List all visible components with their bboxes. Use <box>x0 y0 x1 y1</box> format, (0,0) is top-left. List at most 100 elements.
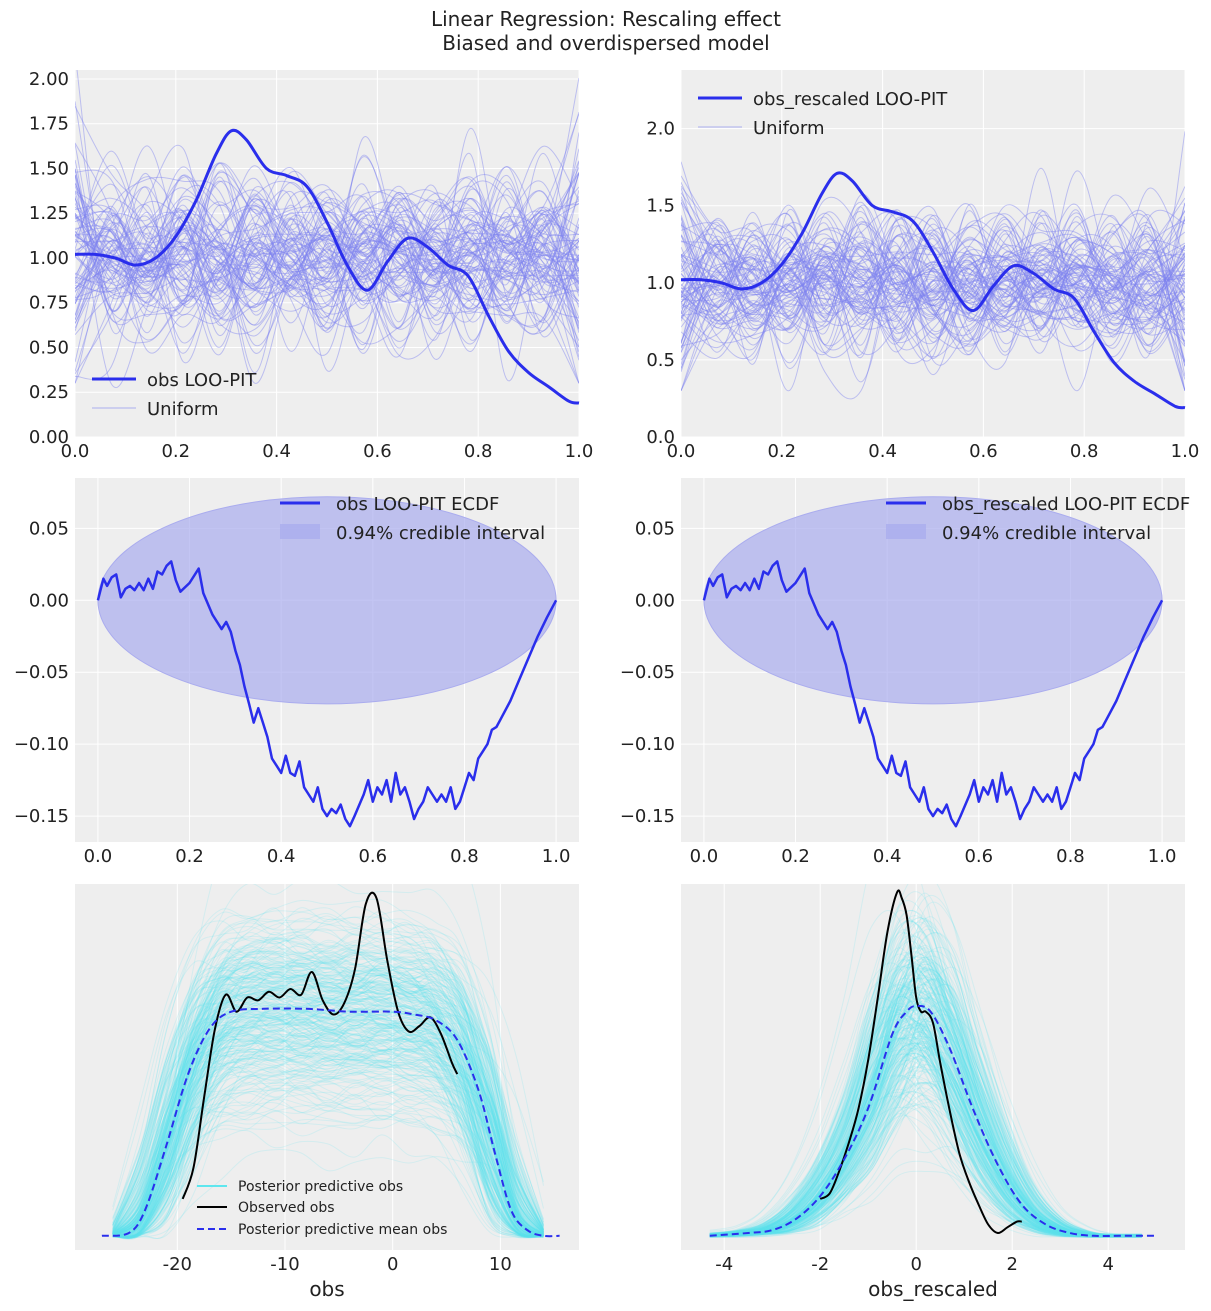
posterior-predictive-line <box>112 954 544 1235</box>
uniform-sample-line <box>681 258 1185 359</box>
posterior-predictive-line <box>709 970 1142 1237</box>
loo-pit-obs-panel: 0.0 0.2 0.4 0.6 0.8 1.0 0.00 0.25 0.50 0.75 1.00 1.… <box>29 69 594 462</box>
posterior-predictive-line <box>112 964 544 1236</box>
uniform-sample-line <box>681 249 1185 331</box>
posterior-predictive-line <box>112 1014 544 1239</box>
uniform-sample-line <box>681 216 1185 338</box>
x-tick-label: 0.6 <box>964 846 993 867</box>
posterior-predictive-line <box>709 975 1142 1236</box>
posterior-predictive-line <box>112 969 544 1239</box>
uniform-sample-line <box>75 160 579 289</box>
y-tick-label: 0.0 <box>646 427 675 448</box>
x-tick-label: 2 <box>1006 1254 1017 1275</box>
posterior-predictive-line <box>112 1011 544 1237</box>
posterior-predictive-line <box>709 1095 1142 1238</box>
x-tick-label: 0.8 <box>1056 846 1085 867</box>
posterior-predictive-line <box>709 998 1142 1237</box>
uniform-sample-line <box>75 165 579 384</box>
x-tick-label: 0 <box>910 1254 921 1275</box>
uniform-sample-line <box>75 170 579 372</box>
posterior-predictive-line <box>709 1106 1142 1238</box>
uniform-sample-line <box>681 240 1185 328</box>
posterior-predictive-line <box>112 1081 544 1237</box>
posterior-predictive-line <box>709 1003 1142 1237</box>
x-tick-label: 1.0 <box>565 441 594 462</box>
posterior-predictive-line <box>112 943 544 1236</box>
x-tick-label: 0.0 <box>690 846 719 867</box>
x-tick-label: 0.4 <box>267 846 296 867</box>
posterior-predictive-line <box>112 1024 544 1238</box>
uniform-sample-line <box>681 209 1185 336</box>
posterior-predictive-line <box>112 1055 544 1238</box>
posterior-predictive-line <box>709 1053 1142 1237</box>
posterior-predictive-line <box>112 1022 544 1237</box>
posterior-predictive-line <box>112 961 544 1237</box>
posterior-predictive-line <box>709 952 1142 1236</box>
posterior-predictive-line <box>709 1015 1142 1237</box>
uniform-sample-line <box>681 237 1185 343</box>
posterior-predictive-line <box>112 976 544 1238</box>
x-axis-label: obs <box>309 1277 344 1301</box>
posterior-predictive-line <box>112 1016 544 1238</box>
posterior-predictive-line <box>112 1035 544 1237</box>
posterior-predictive-line <box>112 950 544 1235</box>
posterior-predictive-line <box>112 1049 544 1239</box>
uniform-sample-line <box>75 180 579 384</box>
posterior-predictive-line <box>112 976 544 1238</box>
y-tick-label: 2.00 <box>29 69 69 90</box>
y-tick-label: 0.05 <box>635 518 675 539</box>
posterior-predictive-line <box>709 1049 1142 1237</box>
uniform-sample-line <box>681 248 1185 342</box>
posterior-predictive-line <box>709 1098 1142 1238</box>
posterior-predictive-line <box>112 993 544 1237</box>
posterior-predictive-line <box>709 1002 1142 1237</box>
posterior-predictive-line <box>112 1052 544 1239</box>
uniform-sample-line <box>75 210 579 356</box>
posterior-predictive-line <box>112 962 544 1239</box>
posterior-predictive-line <box>112 1000 544 1237</box>
uniform-sample-line <box>681 199 1185 322</box>
posterior-predictive-line <box>112 975 544 1236</box>
posterior-predictive-line <box>112 941 544 1238</box>
legend-swatch-credible-interval <box>886 524 926 539</box>
posterior-predictive-line <box>112 990 544 1238</box>
posterior-predictive-line <box>112 985 544 1237</box>
legend-label: Posterior predictive mean obs <box>238 1222 447 1238</box>
posterior-predictive-line <box>112 1033 544 1237</box>
posterior-predictive-line <box>709 960 1142 1236</box>
posterior-predictive-line <box>709 989 1142 1237</box>
uniform-sample-line <box>681 211 1185 352</box>
posterior-predictive-line <box>709 1055 1142 1238</box>
posterior-predictive-line <box>112 1030 544 1238</box>
legend-label: obs_rescaled LOO-PIT <box>753 89 948 110</box>
posterior-predictive-line <box>709 1004 1142 1237</box>
posterior-predictive-line <box>709 928 1142 1236</box>
posterior-predictive-line <box>709 1043 1142 1237</box>
x-tick-label: 0.0 <box>667 441 696 462</box>
posterior-predictive-line <box>709 1077 1142 1238</box>
posterior-predictive-line <box>112 1015 544 1237</box>
posterior-predictive-line <box>709 1035 1142 1238</box>
uniform-sample-line <box>681 212 1185 391</box>
legend-label: 0.94% credible interval <box>942 523 1151 544</box>
posterior-predictive-line <box>112 1063 544 1237</box>
posterior-predictive-line <box>709 1001 1142 1237</box>
posterior-predictive-line <box>112 976 544 1237</box>
uniform-sample-line <box>75 195 579 299</box>
posterior-predictive-line <box>112 1065 544 1238</box>
uniform-sample-line <box>681 194 1185 339</box>
posterior-predictive-line <box>112 1094 544 1238</box>
posterior-predictive-line <box>112 1006 544 1237</box>
posterior-predictive-line <box>112 1033 544 1237</box>
posterior-predictive-line <box>112 973 544 1237</box>
figure-title-line-1: Linear Regression: Rescaling effect <box>431 7 781 31</box>
posterior-predictive-line <box>709 1069 1142 1238</box>
posterior-predictive-line <box>112 974 544 1239</box>
posterior-predictive-line <box>709 1014 1142 1237</box>
posterior-predictive-line <box>112 1101 544 1238</box>
posterior-predictive-line <box>112 1016 544 1237</box>
posterior-predictive-line <box>709 1022 1142 1237</box>
posterior-predictive-line <box>709 966 1142 1237</box>
x-tick-label: 0.4 <box>262 441 291 462</box>
